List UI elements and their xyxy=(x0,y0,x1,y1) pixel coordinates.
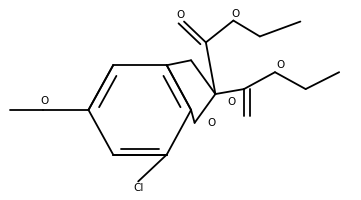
Text: Cl: Cl xyxy=(133,183,143,193)
Text: O: O xyxy=(207,118,215,128)
Text: O: O xyxy=(40,96,48,106)
Text: O: O xyxy=(177,10,184,20)
Text: O: O xyxy=(231,9,239,19)
Text: O: O xyxy=(277,60,285,70)
Text: O: O xyxy=(227,97,235,107)
